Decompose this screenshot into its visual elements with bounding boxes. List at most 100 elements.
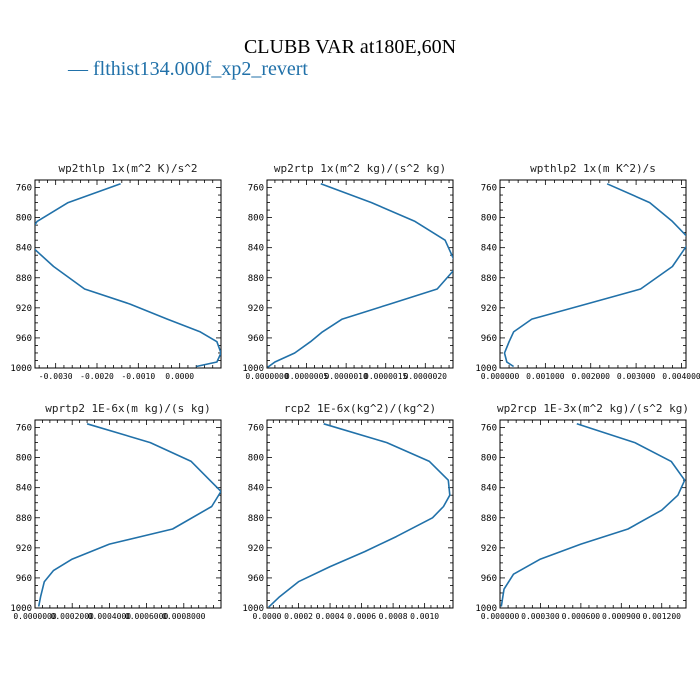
y-tick-label: 800 [481, 214, 497, 224]
legend-entry: — flthist134.000f_xp2_revert [68, 58, 308, 80]
x-tick-label: 0.001000 [526, 372, 565, 381]
x-tick-label: 0.000000 [481, 372, 520, 381]
y-tick-label: 760 [248, 184, 264, 194]
y-tick-label: 920 [481, 304, 497, 314]
x-tick-label: 0.0008000 [162, 612, 206, 621]
y-tick-label: 840 [481, 484, 497, 494]
y-tick-label: 960 [16, 574, 32, 584]
y-tick-label: 920 [16, 544, 32, 554]
x-tick-label: 0.0000 [253, 612, 282, 621]
x-tick-label: 0.002000 [571, 372, 610, 381]
y-tick-label: 960 [481, 574, 497, 584]
y-tick-label: 920 [481, 544, 497, 554]
series-line [35, 183, 221, 368]
y-tick-label: 840 [481, 244, 497, 254]
panel-title: wp2rcp 1E-3x(m^2 kg)/(s^2 kg) [497, 402, 689, 415]
panel-6: wp2rcp 1E-3x(m^2 kg)/(s^2 kg)760 800 840 88… [475, 402, 689, 621]
panel-title: wp2thlp 1x(m^2 K)/s^2 [58, 162, 197, 175]
x-tick-label: 0.004000 [662, 372, 700, 381]
panel-3: wpthlp2 1x(m K^2)/s 760 800 840 880 920 960 100… [475, 162, 700, 381]
y-tick-label: 840 [16, 484, 32, 494]
panel-title: wp2rtp 1x(m^2 kg)/(s^2 kg) [274, 162, 446, 175]
y-tick-label: 960 [16, 334, 32, 344]
plot-frame [34, 419, 222, 609]
y-tick-label: 1000 [10, 604, 32, 614]
panel-1: wp2thlp 1x(m^2 K)/s^2 760 800 840 880 920 960 1… [10, 162, 222, 381]
x-tick-label: 0.0006 [347, 612, 376, 621]
x-tick-label: 0.0000000 [245, 372, 289, 381]
x-tick-label: 0.0000005 [285, 372, 329, 381]
x-tick-label: 0.001200 [642, 612, 681, 621]
x-tick-label: 0.0008 [379, 612, 408, 621]
y-tick-label: 760 [481, 184, 497, 194]
x-tick-label: 0.0000 [165, 372, 194, 381]
y-tick-label: 840 [248, 484, 264, 494]
y-tick-label: 800 [16, 454, 32, 464]
x-tick-label: 0.0002 [284, 612, 313, 621]
y-tick-label: 880 [481, 514, 497, 524]
y-tick-label: 920 [16, 304, 32, 314]
panel-5: rcp2 1E-6x(kg^2)/(kg^2) 760 800 840 880 920 96… [242, 402, 454, 621]
plot-frame [499, 179, 687, 369]
series-line [267, 183, 453, 368]
y-tick-label: 1000 [475, 604, 497, 614]
figure-title: CLUBB VAR at180E,60N [243, 36, 457, 58]
panel-title: wpthlp2 1x(m K^2)/s [530, 162, 656, 175]
y-tick-label: 960 [481, 334, 497, 344]
plot-frame [499, 419, 687, 609]
series-line [268, 423, 451, 608]
x-tick-label: 0.0000000 [13, 612, 57, 621]
y-tick-label: 920 [248, 544, 264, 554]
x-tick-label: 0.0010 [410, 612, 439, 621]
panel-2: wp2rtp 1x(m^2 kg)/(s^2 kg) 760 800 840 880 92… [242, 162, 454, 381]
y-tick-label: 960 [248, 574, 264, 584]
y-tick-label: 920 [248, 304, 264, 314]
y-tick-label: 800 [481, 454, 497, 464]
x-tick-label: 0.000900 [602, 612, 641, 621]
y-tick-label: 880 [481, 274, 497, 284]
x-tick-label: 0.000300 [521, 612, 560, 621]
y-tick-label: 1000 [475, 364, 497, 374]
x-tick-label: 0.0000010 [324, 372, 368, 381]
y-tick-label: 880 [16, 274, 32, 284]
y-tick-label: 960 [248, 334, 264, 344]
y-tick-label: 760 [16, 424, 32, 434]
y-tick-label: 840 [248, 244, 264, 254]
series-line [503, 183, 686, 368]
y-tick-label: 760 [16, 184, 32, 194]
panel-title: rcp2 1E-6x(kg^2)/(kg^2) [284, 402, 436, 415]
panel-title: wprtp2 1E-6x(m kg)/(s kg) [45, 402, 211, 415]
x-tick-label: -0.0030 [39, 372, 73, 381]
y-tick-label: 880 [248, 514, 264, 524]
panel-4: wprtp2 1E-6x(m kg)/(s kg) 760 800 840 880 920… [10, 402, 222, 621]
y-tick-label: 840 [16, 244, 32, 254]
y-tick-label: 880 [248, 274, 264, 284]
series-line [500, 423, 686, 607]
x-tick-label: 0.0006000 [125, 612, 169, 621]
plot-frame [266, 179, 454, 369]
series-line [37, 423, 221, 607]
y-tick-label: 800 [16, 214, 32, 224]
y-tick-label: 800 [248, 214, 264, 224]
y-tick-label: 1000 [242, 604, 264, 614]
x-tick-label: -0.0020 [80, 372, 114, 381]
plot-frame [266, 419, 454, 609]
y-tick-label: 800 [248, 454, 264, 464]
x-tick-label: 0.000600 [562, 612, 601, 621]
plot-frame [34, 179, 222, 369]
x-tick-label: 0.0000020 [404, 372, 448, 381]
y-tick-label: 1000 [10, 364, 32, 374]
y-tick-label: 880 [16, 514, 32, 524]
y-tick-label: 1000 [242, 364, 264, 374]
x-tick-label: 0.0002000 [51, 612, 95, 621]
x-tick-label: 0.003000 [617, 372, 656, 381]
x-tick-label: -0.0010 [121, 372, 155, 381]
x-tick-label: 0.0004 [316, 612, 345, 621]
y-tick-label: 760 [481, 424, 497, 434]
x-tick-label: 0.000000 [481, 612, 520, 621]
y-tick-label: 760 [248, 424, 264, 434]
x-tick-label: 0.0004000 [88, 612, 132, 621]
x-tick-label: 0.0000015 [364, 372, 408, 381]
